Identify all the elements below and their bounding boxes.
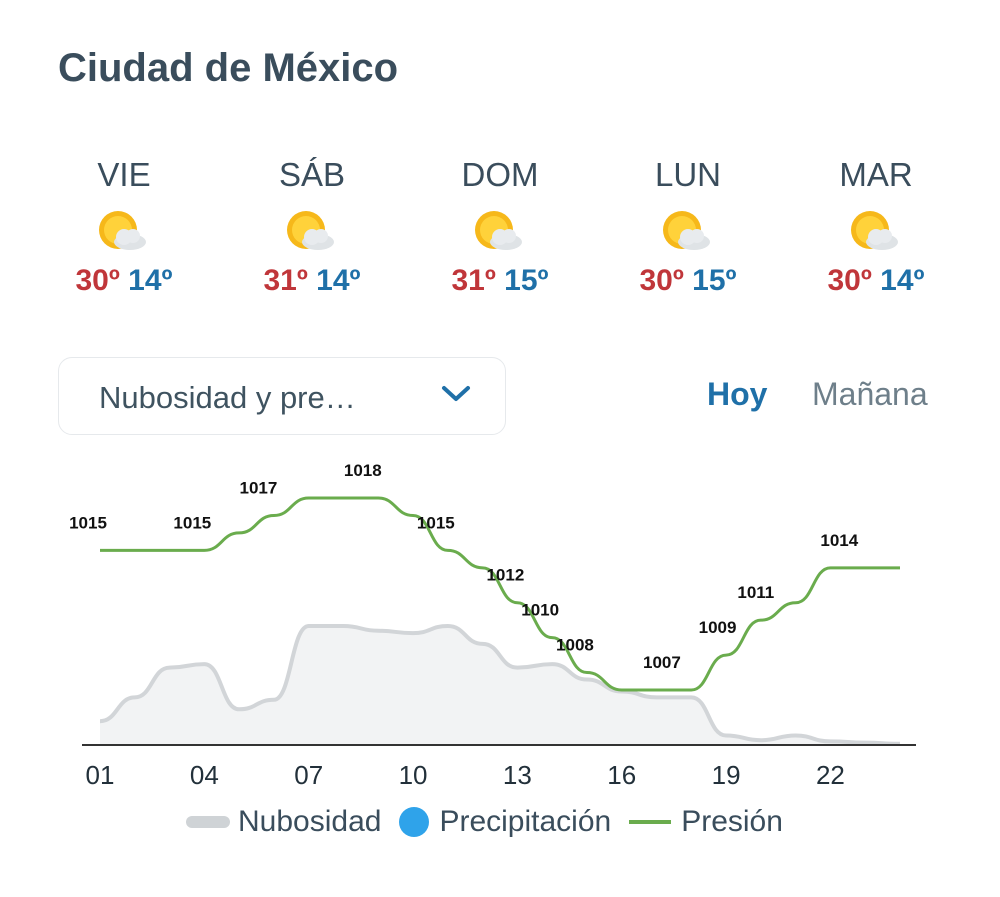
x-tick-label: 19 [712,760,741,790]
variable-select[interactable]: Nubosidad y pre… [58,357,506,435]
chart-legend: Nubosidad Precipitación Presión [186,802,783,842]
day-name: SÁB [278,156,346,193]
pressure-value-label: 1007 [643,653,681,672]
pressure-value-label: 1017 [240,478,278,497]
forecast-strip: VIE 30º 14º SÁB 31º 14º DOM 31º 15º LUN … [30,150,970,310]
temp-max: 31º [451,264,496,297]
temp-min: 14º [880,264,925,297]
forecast-day[interactable]: VIE 30º 14º [30,150,218,298]
temp-max: 31º [263,264,308,297]
x-tick-label: 16 [607,760,636,790]
chevron-down-icon[interactable] [440,383,472,405]
variable-select-label: Nubosidad y pre… [99,380,356,415]
partly-cloudy-sun-icon [663,211,710,250]
temp-min: 15º [504,264,549,297]
day-name: VIE [97,156,151,193]
pressure-line [100,496,900,692]
legend-swatch-cloud [186,816,230,828]
pressure-value-label: 1011 [737,583,774,602]
x-tick-label: 10 [399,760,428,790]
partly-cloudy-sun-icon [99,211,146,250]
temp-min: 14º [316,264,361,297]
legend-pressure: Presión [681,805,783,838]
pressure-value-label: 1014 [820,531,858,550]
forecast-day[interactable]: DOM 31º 15º [406,150,594,298]
x-tick-label: 13 [503,760,532,790]
pressure-value-label: 1008 [556,636,594,655]
x-tick-label: 04 [190,760,219,790]
temp-min: 15º [692,264,737,297]
temp-max: 30º [639,264,684,297]
partly-cloudy-sun-icon [475,211,522,250]
tab-today[interactable]: Hoy [707,376,768,412]
pressure-value-label: 1009 [699,618,737,637]
x-tick-label: 07 [294,760,323,790]
day-name: LUN [654,156,722,193]
pressure-value-label: 1015 [69,513,107,532]
legend-cloud: Nubosidad [238,805,382,838]
forecast-day[interactable]: SÁB 31º 14º [218,150,406,298]
temp-max: 30º [827,264,872,297]
legend-precip: Precipitación [439,805,612,838]
legend-swatch-pressure [629,820,672,824]
pressure-value-label: 1015 [173,513,211,532]
tab-tomorrow[interactable]: Mañana [812,376,928,412]
temp-max: 30º [75,264,120,297]
forecast-day[interactable]: MAR 30º 14º [782,150,970,298]
partly-cloudy-sun-icon [851,211,898,250]
weather-chart: 01 04 07 10 13 16 19 22 1015 1015 1017 1018 1015 101… [69,461,916,790]
cloud-area [100,626,900,745]
x-tick-label: 22 [816,760,845,790]
temp-min: 14º [128,264,173,297]
day-name: MAR [839,156,913,193]
pressure-value-label: 1018 [344,461,382,480]
cloud-line [99,623,901,746]
pressure-value-label: 1015 [417,513,455,532]
day-name: DOM [461,156,539,193]
forecast-day[interactable]: LUN 30º 15º [594,150,782,298]
legend-swatch-precip [399,807,430,837]
pressure-value-label: 1010 [521,601,559,620]
x-tick-label: 01 [86,760,115,790]
partly-cloudy-sun-icon [287,211,334,250]
pressure-value-label: 1012 [486,566,524,585]
page-title: Ciudad de México [58,46,399,90]
